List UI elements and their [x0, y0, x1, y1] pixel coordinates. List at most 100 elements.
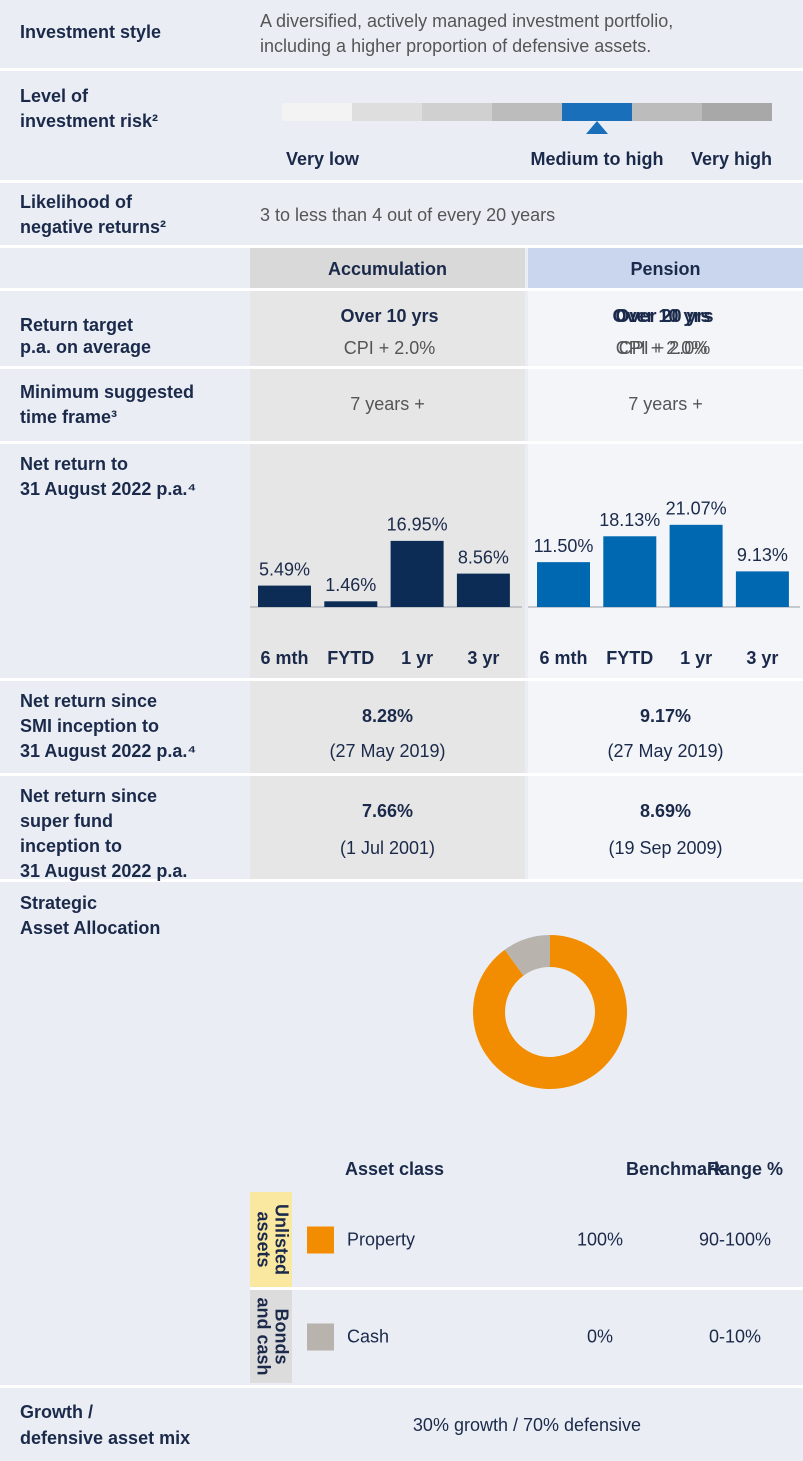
- benchmark: 0%: [587, 1326, 613, 1346]
- asset-name: Cash: [347, 1326, 389, 1346]
- big-return: 9.17%: [640, 706, 691, 726]
- separator: [0, 180, 803, 183]
- benchmark: 100%: [577, 1229, 623, 1249]
- column-header: [528, 248, 803, 288]
- table-header: Range %: [707, 1159, 783, 1179]
- bar: [603, 536, 657, 607]
- row-label: Asset Allocation: [20, 918, 160, 938]
- period: Over 10 yrs: [612, 306, 710, 326]
- target: CPI + 2.0%: [616, 338, 708, 358]
- period: Over 20 yrs: [615, 306, 713, 326]
- row-label: 31 August 2022 p.a.: [20, 861, 187, 881]
- row-label: Net return to: [20, 454, 128, 474]
- row-label: super fund: [20, 811, 113, 831]
- value-label: 11.50%: [534, 536, 594, 556]
- row-label: 31 August 2022 p.a.⁴: [20, 741, 196, 761]
- risk-segment: [492, 103, 562, 121]
- row-label: investment risk²: [20, 111, 158, 131]
- risk-segment: [352, 103, 422, 121]
- time-frame: 7 years +: [628, 394, 703, 414]
- category-label: 1 yr: [680, 648, 712, 668]
- description: 3 to less than 4 out of every 20 years: [260, 205, 555, 225]
- swatch: [307, 1323, 334, 1351]
- row-label: Likelihood of: [20, 192, 133, 212]
- separator: [0, 68, 803, 71]
- inception-date: (27 May 2019): [329, 741, 445, 761]
- risk-segment: [562, 103, 632, 121]
- column-title: Accumulation: [328, 259, 447, 279]
- donut-slice: [472, 935, 628, 1090]
- row-label: time frame³: [20, 407, 117, 427]
- row-label: 31 August 2022 p.a.⁴: [20, 479, 196, 499]
- separator: [0, 1385, 803, 1388]
- risk-scale-label: Very low: [286, 149, 360, 169]
- description: including a higher proportion of defensi…: [260, 36, 651, 56]
- risk-segment: [702, 103, 772, 121]
- separator: [0, 245, 803, 248]
- bar: [456, 573, 510, 607]
- category-label: 6 mth: [539, 648, 587, 668]
- group-name: and cash: [253, 1297, 273, 1375]
- asset-name: Property: [347, 1229, 415, 1249]
- value-label: 16.95%: [387, 515, 448, 535]
- risk-scale-label: Very high: [691, 149, 772, 169]
- row-label: p.a. on average: [20, 337, 151, 357]
- bar: [258, 585, 311, 607]
- range: 0-10%: [709, 1326, 761, 1346]
- bar: [537, 562, 590, 607]
- row-label: negative returns²: [20, 217, 166, 237]
- row-label: Investment style: [20, 22, 161, 42]
- group-name: assets: [253, 1211, 273, 1267]
- bar: [735, 571, 789, 607]
- group-name: Bonds: [271, 1309, 291, 1365]
- row-label: Level of: [20, 86, 89, 106]
- group-band: [250, 1290, 292, 1383]
- category-label: 6 mth: [260, 648, 308, 668]
- bar: [390, 540, 444, 607]
- category-label: 3 yr: [746, 648, 778, 668]
- description: A diversified, actively managed investme…: [260, 11, 673, 31]
- row-label: Strategic: [20, 893, 97, 913]
- table-header: Asset class: [345, 1159, 444, 1179]
- description: 30% growth / 70% defensive: [413, 1415, 641, 1435]
- target: CPI + 2.0%: [619, 338, 711, 358]
- separator: [0, 678, 803, 681]
- separator: [0, 773, 803, 776]
- row-label: Return target: [20, 315, 133, 335]
- big-return: 8.28%: [362, 706, 413, 726]
- category-label: 1 yr: [401, 648, 433, 668]
- risk-marker: [586, 121, 608, 134]
- range: 90-100%: [699, 1229, 771, 1249]
- category-label: 3 yr: [467, 648, 499, 668]
- row-label: inception to: [20, 836, 122, 856]
- separator: [0, 366, 803, 369]
- big-return: 7.66%: [362, 801, 413, 821]
- big-return: 8.69%: [640, 801, 691, 821]
- group-name: Unlisted: [271, 1204, 291, 1275]
- row-label: defensive asset mix: [20, 1428, 190, 1448]
- risk-segment: [282, 103, 352, 121]
- bar: [669, 524, 723, 607]
- column-header: [250, 248, 525, 288]
- row-separator: [250, 1287, 803, 1290]
- row-label: Net return since: [20, 691, 157, 711]
- inception-date: (1 Jul 2001): [340, 838, 435, 858]
- risk-segment: [422, 103, 492, 121]
- inception-date: (27 May 2019): [607, 741, 723, 761]
- value-label: 9.13%: [737, 545, 788, 565]
- category-label: FYTD: [606, 648, 653, 668]
- inception-date: (19 Sep 2009): [608, 838, 722, 858]
- row-label: SMI inception to: [20, 716, 159, 736]
- separator: [0, 879, 803, 882]
- row-label: Growth /: [20, 1402, 93, 1422]
- swatch: [307, 1226, 334, 1254]
- bar: [324, 601, 378, 607]
- row-label: Minimum suggested: [20, 382, 194, 402]
- value-label: 18.13%: [599, 510, 660, 530]
- separator: [0, 441, 803, 444]
- time-frame: 7 years +: [350, 394, 425, 414]
- risk-segment: [632, 103, 702, 121]
- separator: [0, 288, 803, 291]
- value-label: 5.49%: [259, 559, 310, 579]
